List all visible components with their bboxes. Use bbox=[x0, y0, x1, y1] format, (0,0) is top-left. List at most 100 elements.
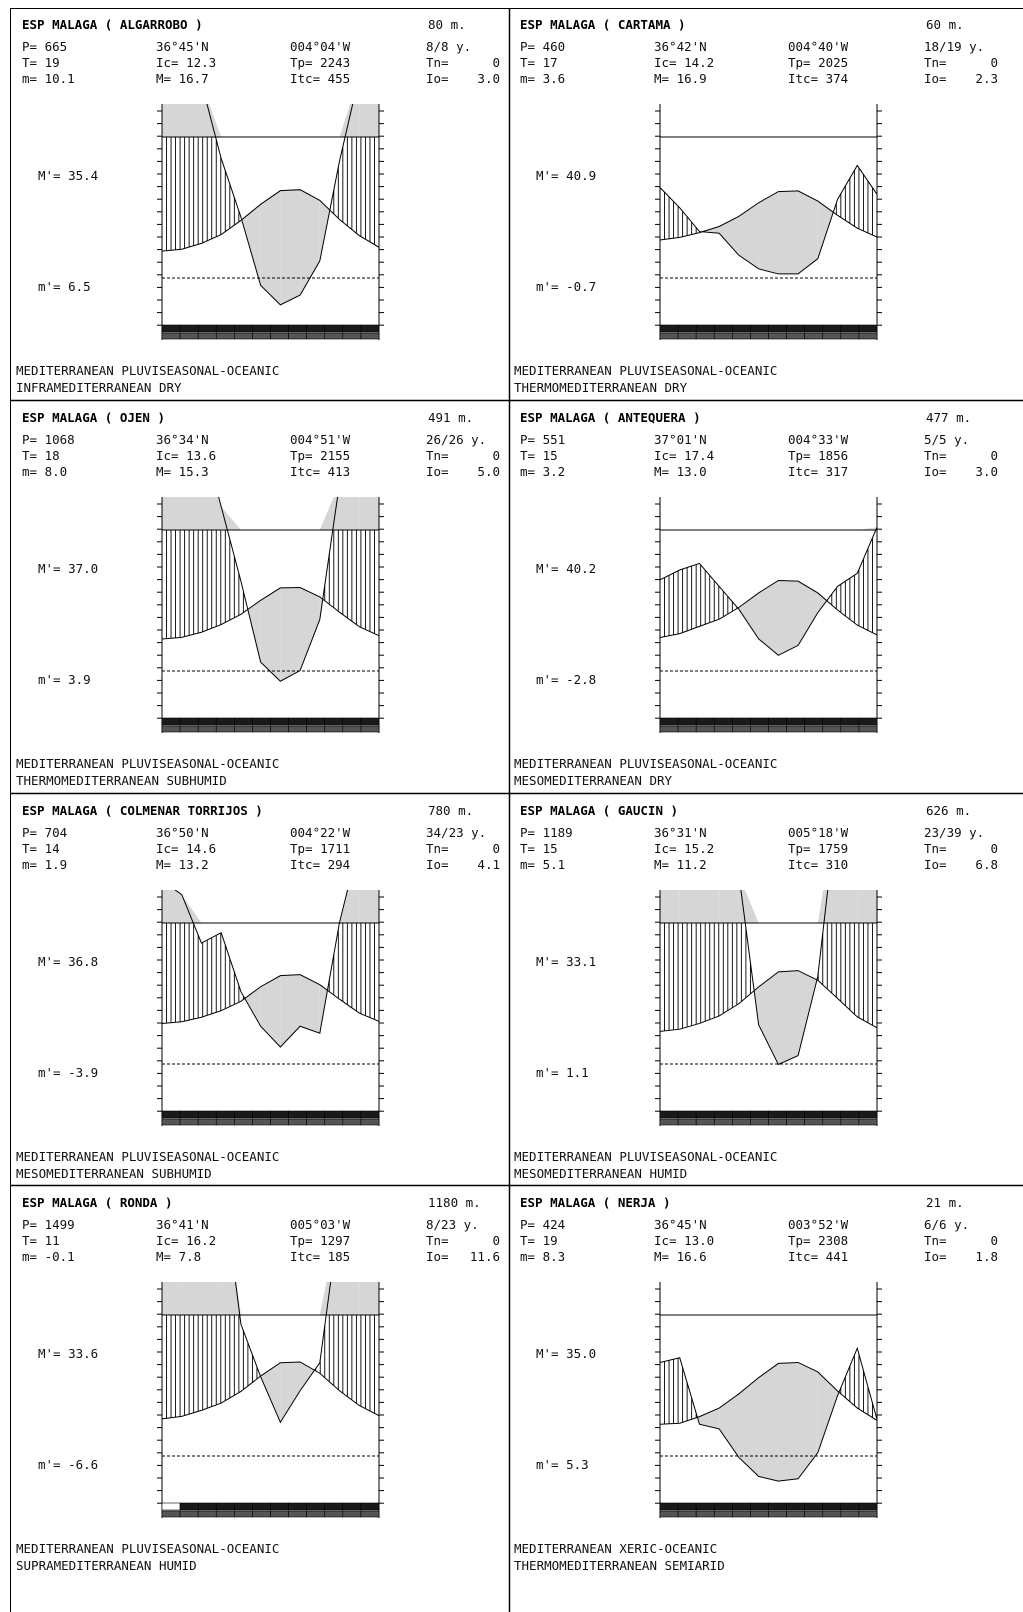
frost-strip-top bbox=[695, 717, 715, 726]
frost-strip-bottom bbox=[822, 725, 842, 733]
precipitation-curve bbox=[206, 104, 354, 306]
dry-season-area bbox=[817, 201, 834, 259]
bioclimate-class: MEDITERRANEAN PLUVISEASONAL-OCEANIC bbox=[16, 1541, 279, 1556]
frost-strip-top bbox=[252, 1502, 271, 1511]
humid-excess-area bbox=[181, 497, 202, 530]
plot-area bbox=[162, 104, 379, 306]
frost-strip-top bbox=[342, 717, 362, 726]
frost-strip-bottom bbox=[179, 725, 199, 733]
dry-season-area bbox=[260, 975, 281, 1048]
frost-strip-top bbox=[197, 717, 217, 726]
frost-strip-bottom bbox=[786, 332, 805, 340]
frost-strip-top bbox=[215, 1502, 235, 1511]
frost-strip-bottom bbox=[768, 1510, 787, 1518]
absolute-max: M'= 35.0 bbox=[536, 1346, 596, 1361]
latitude: 36°31'N bbox=[654, 825, 707, 840]
plot-area bbox=[660, 164, 877, 275]
tn-value: 0 bbox=[990, 448, 998, 463]
plot-area bbox=[162, 890, 379, 1048]
frost-strip-top bbox=[677, 1110, 697, 1119]
frost-strip-top bbox=[215, 324, 235, 333]
min-temp: m= 1.9 bbox=[22, 857, 67, 872]
frost-strip-top bbox=[324, 717, 344, 726]
frost-strip-top bbox=[306, 324, 326, 333]
frost-strip-bottom bbox=[306, 1118, 326, 1126]
humid-excess-area bbox=[699, 890, 720, 923]
frost-strip-top bbox=[858, 1110, 878, 1119]
tn-value: 0 bbox=[492, 1233, 500, 1248]
io-value: 5.0 bbox=[477, 464, 500, 479]
frost-strip-top bbox=[270, 1502, 289, 1511]
min-temp: m= 5.1 bbox=[520, 857, 565, 872]
frost-strip-bottom bbox=[215, 332, 235, 340]
frost-strip-bottom bbox=[288, 332, 307, 340]
dry-season-area bbox=[300, 587, 320, 671]
frost-strip-top bbox=[288, 717, 307, 726]
precipitation-curve bbox=[660, 527, 877, 656]
frost-strip-top bbox=[659, 717, 679, 726]
dry-season-area bbox=[778, 580, 799, 656]
humid-excess-area bbox=[719, 890, 739, 923]
frost-strip-top bbox=[750, 1502, 769, 1511]
frost-strip-top bbox=[840, 717, 860, 726]
dry-season-area bbox=[280, 1362, 301, 1423]
tn-value: 0 bbox=[990, 55, 998, 70]
frost-strip-top bbox=[713, 1110, 733, 1119]
io-label: Io= bbox=[426, 857, 449, 872]
dry-season-area bbox=[241, 204, 261, 286]
absolute-max: M'= 35.4 bbox=[38, 168, 98, 183]
bioclimate-belt: THERMOMEDITERRANEAN DRY bbox=[514, 380, 688, 395]
mean-temp: T= 11 bbox=[22, 1233, 60, 1248]
bioclimate-belt: THERMOMEDITERRANEAN SEMIARID bbox=[514, 1558, 725, 1573]
frost-strip-bottom bbox=[659, 332, 679, 340]
frost-strip-top bbox=[750, 324, 769, 333]
years: 6/6 y. bbox=[924, 1217, 969, 1232]
frost-strip-top bbox=[252, 324, 271, 333]
frost-strip-bottom bbox=[840, 1118, 860, 1126]
frost-strip-top bbox=[234, 1110, 253, 1119]
frost-strip-bottom bbox=[858, 725, 878, 733]
min-temp: m= 8.0 bbox=[22, 464, 67, 479]
frost-strip-bottom bbox=[732, 725, 751, 733]
positive-temp: Tp= 1297 bbox=[290, 1233, 350, 1248]
max-temp: M= 13.2 bbox=[156, 857, 209, 872]
station-title: ESP MALAGA ( OJEN ) bbox=[22, 410, 165, 425]
frost-strip-bottom bbox=[161, 332, 181, 340]
frost-strip-bottom bbox=[161, 725, 181, 733]
years: 18/19 y. bbox=[924, 39, 984, 54]
frost-strip-top bbox=[197, 1110, 217, 1119]
absolute-min: m'= 3.9 bbox=[38, 672, 91, 687]
altitude: 477 m. bbox=[926, 410, 971, 425]
humid-excess-area bbox=[319, 1282, 340, 1315]
dry-season-area bbox=[247, 600, 261, 663]
station-title: ESP MALAGA ( NERJA ) bbox=[520, 1195, 671, 1210]
positive-temp: Tp= 2308 bbox=[788, 1233, 848, 1248]
frost-strip-bottom bbox=[197, 332, 217, 340]
plot-area bbox=[660, 890, 877, 1066]
positive-temp: Tp= 1856 bbox=[788, 448, 848, 463]
dry-season-area bbox=[778, 190, 799, 274]
frost-strip-bottom bbox=[215, 1510, 235, 1518]
frost-strip-top bbox=[360, 717, 380, 726]
precipitation-curve bbox=[660, 164, 877, 275]
years: 8/8 y. bbox=[426, 39, 471, 54]
dry-season-area bbox=[260, 1362, 281, 1423]
frost-strip-bottom bbox=[677, 332, 697, 340]
years: 23/39 y. bbox=[924, 825, 984, 840]
frost-strip-bottom bbox=[804, 1118, 824, 1126]
frost-strip-top bbox=[215, 717, 235, 726]
dry-season-area bbox=[280, 189, 301, 305]
min-temp: m= 8.3 bbox=[520, 1249, 565, 1264]
frost-strip-bottom bbox=[234, 725, 253, 733]
frost-strip-top bbox=[732, 1502, 751, 1511]
frost-strip-top bbox=[324, 324, 344, 333]
frost-strip-bottom bbox=[234, 332, 253, 340]
frost-strip-bottom bbox=[750, 1118, 769, 1126]
mean-temp: T= 14 bbox=[22, 841, 60, 856]
io-label: Io= bbox=[924, 464, 947, 479]
io-value: 11.6 bbox=[470, 1249, 500, 1264]
humid-excess-area bbox=[359, 890, 379, 923]
